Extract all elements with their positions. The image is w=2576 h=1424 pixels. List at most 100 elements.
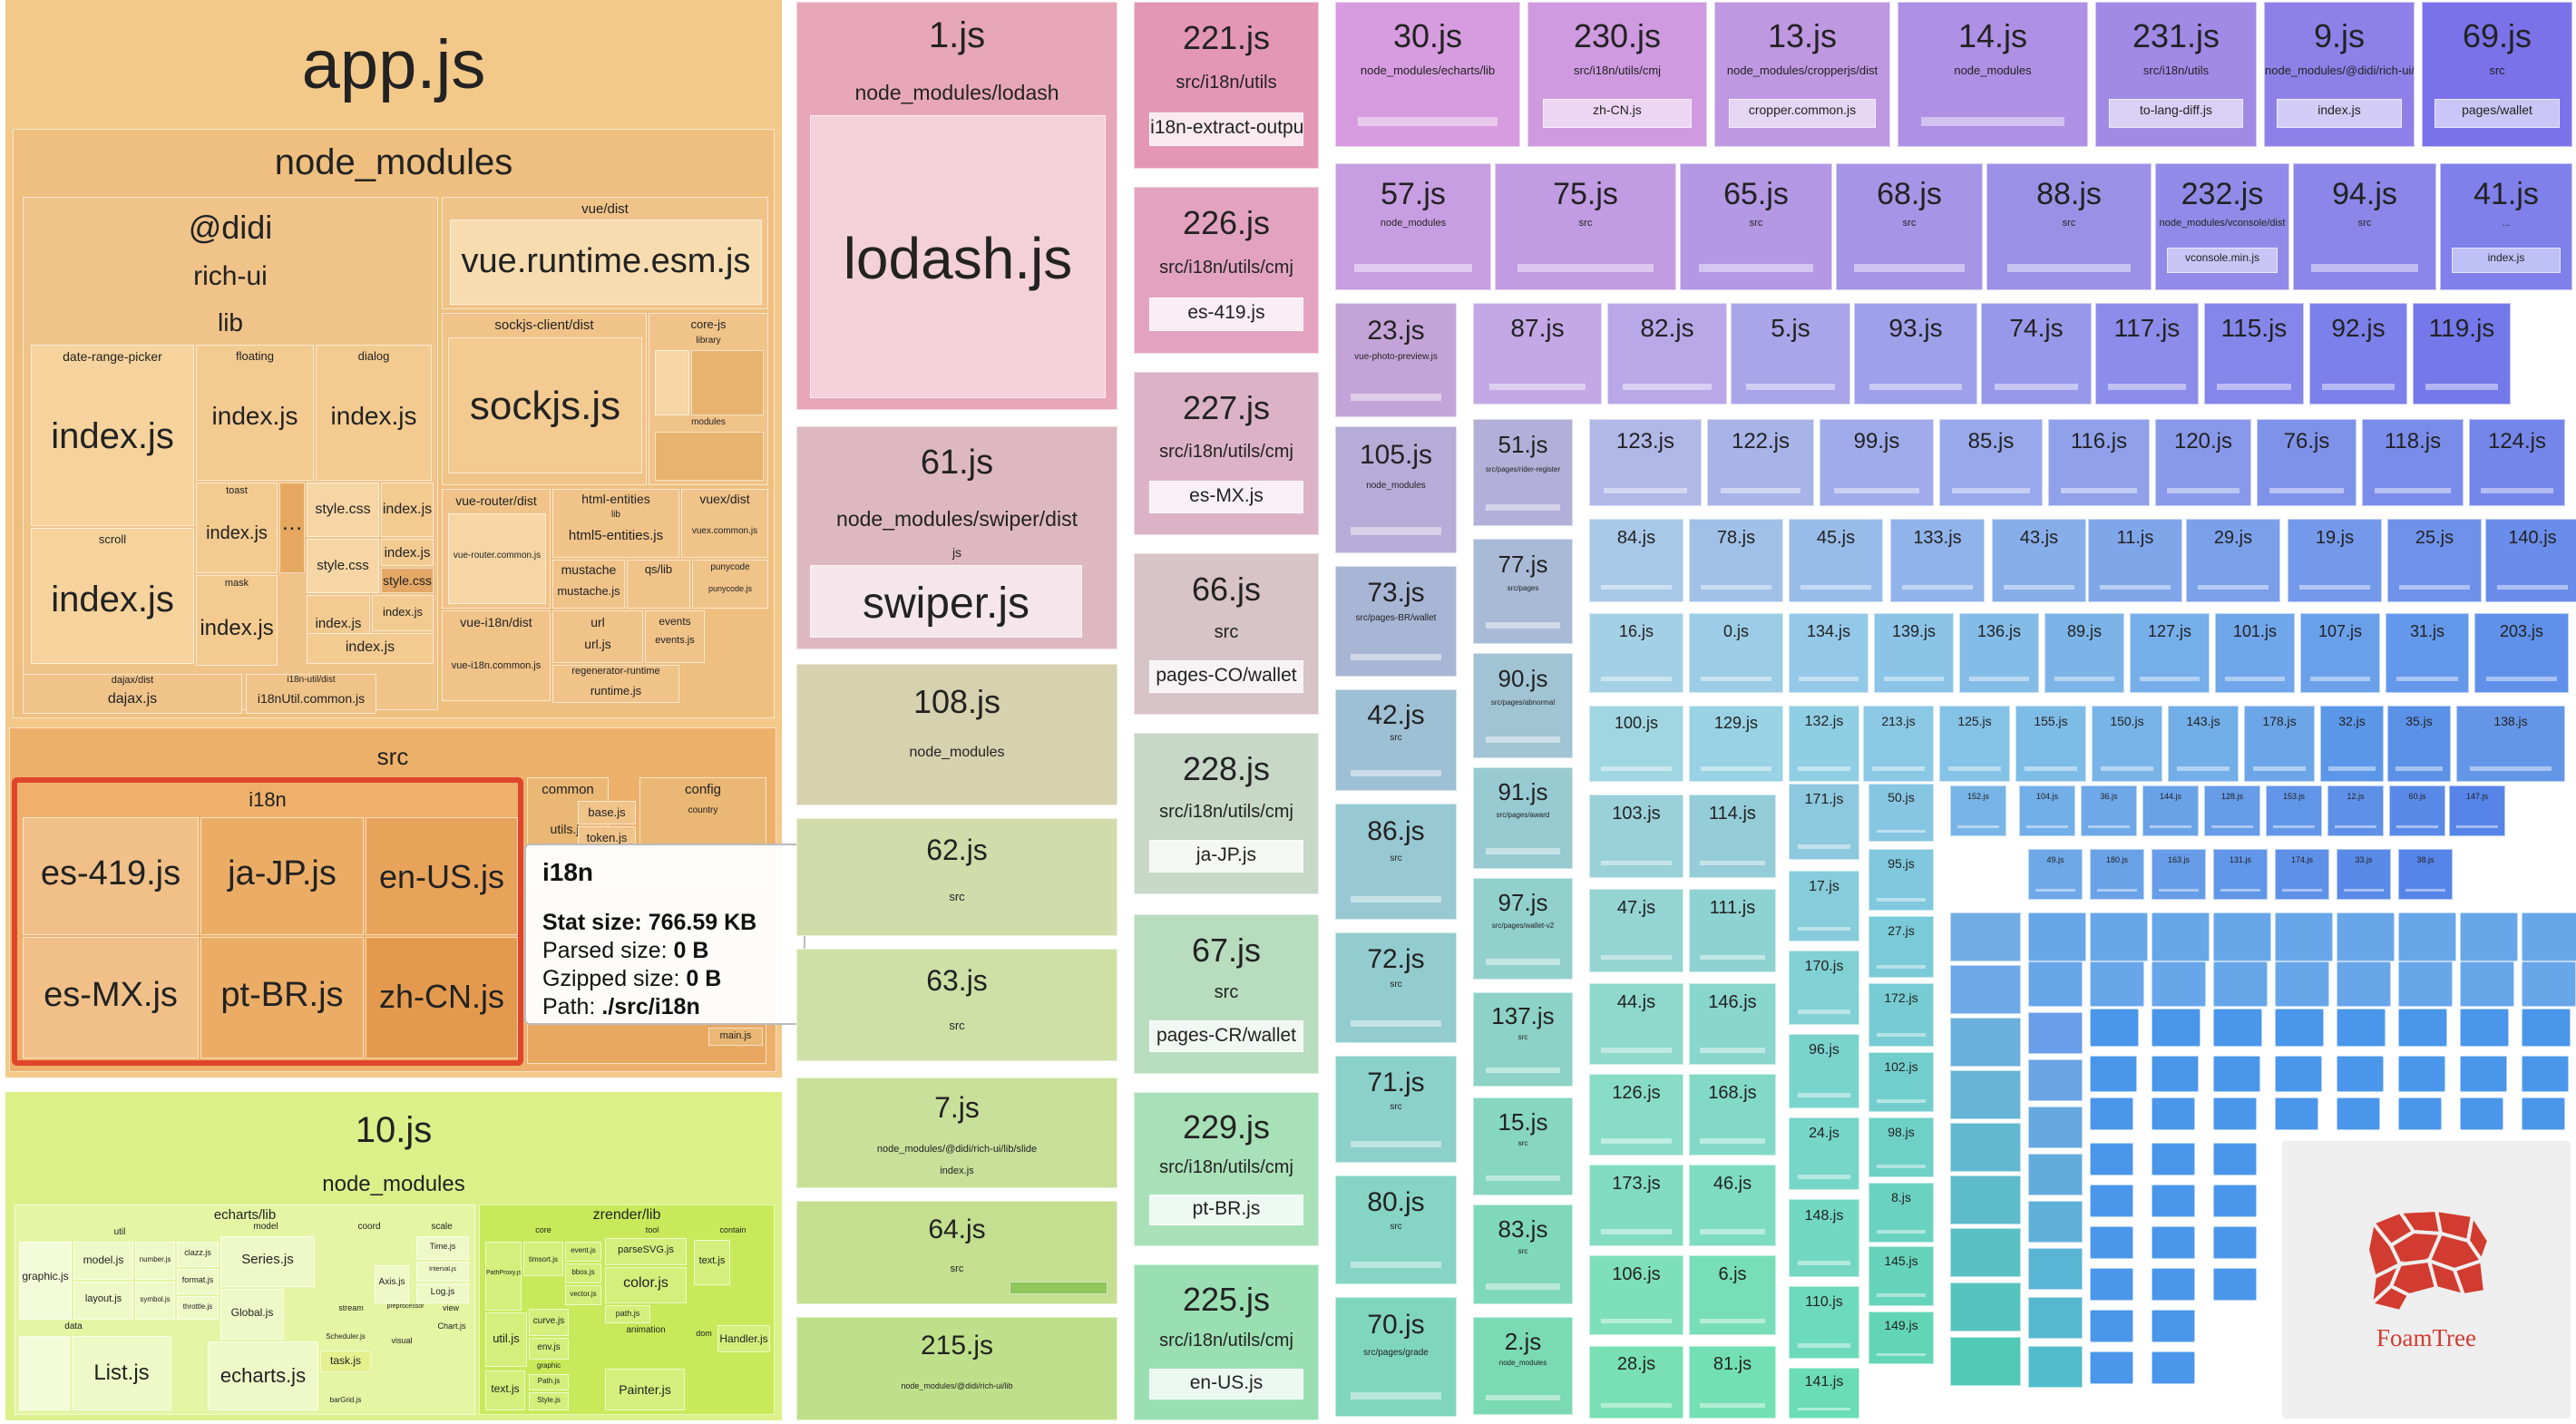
qs-group[interactable]: qs/lib <box>627 560 690 609</box>
chunk-50[interactable]: 50.js <box>1869 784 1934 842</box>
tiny-chunk[interactable] <box>2152 1185 2195 1217</box>
core-js-lib2[interactable] <box>691 350 764 415</box>
chunk-129[interactable]: 129.js <box>1689 706 1783 782</box>
index-js-6[interactable]: index.js <box>200 616 274 640</box>
chunk-61[interactable]: 61.js node_modules/swiper/dist js swiper… <box>796 426 1117 649</box>
tiny-chunk[interactable] <box>2152 912 2210 961</box>
number-js[interactable]: number.js <box>135 1242 175 1280</box>
vue-router-file[interactable]: vue-router.common.js <box>448 513 546 604</box>
tiny-chunk[interactable] <box>2090 1226 2133 1259</box>
chunk-10-group[interactable]: 10.js node_modules echarts/lib graphic.j… <box>5 1092 782 1420</box>
tiny-chunk[interactable] <box>2152 1009 2200 1047</box>
tiny-chunk[interactable] <box>2398 1009 2447 1047</box>
index-js-8-box[interactable]: index.js <box>381 539 434 566</box>
chunk-127[interactable]: 127.js <box>2130 613 2210 693</box>
tiny-chunk[interactable] <box>2275 912 2333 961</box>
tiny-chunk[interactable] <box>2398 912 2456 961</box>
chunk-72[interactable]: 72.js src <box>1335 932 1457 1043</box>
tiny-chunk[interactable] <box>2460 912 2518 961</box>
chunk-13-file[interactable]: cropper.common.js <box>1729 99 1876 128</box>
chunk-66[interactable]: 66.js src pages-CO/wallet <box>1134 553 1319 715</box>
chunk-171[interactable]: 171.js <box>1789 784 1859 860</box>
chunk-81[interactable]: 81.js <box>1689 1346 1776 1419</box>
chunk-15[interactable]: 15.js src <box>1473 1097 1573 1195</box>
chunk-147[interactable]: 147.js <box>2449 785 2505 836</box>
chunk-11[interactable]: 11.js <box>2088 519 2182 602</box>
chunk-41[interactable]: 41.js... index.js <box>2440 163 2572 290</box>
chunk-103[interactable]: 103.js <box>1589 795 1683 878</box>
style-css-1[interactable]: style.css <box>307 483 379 537</box>
tiny-chunk[interactable] <box>2398 1056 2445 1092</box>
tiny-chunk[interactable] <box>2090 1097 2133 1130</box>
style-css-2[interactable]: style.css <box>307 539 379 593</box>
dialog-group[interactable]: dialog index.js <box>316 345 432 481</box>
chunk-102[interactable]: 102.js <box>1869 1052 1934 1112</box>
tiny-chunk[interactable] <box>2090 1143 2133 1175</box>
index-js-5[interactable]: index.js <box>206 523 268 543</box>
chunk-96[interactable]: 96.js <box>1789 1034 1859 1108</box>
tiny-chunk[interactable] <box>2213 912 2271 961</box>
axis-js[interactable]: Axis.js <box>375 1265 409 1303</box>
url-js-label[interactable]: url.js <box>584 637 611 651</box>
tiny-chunk[interactable] <box>2275 1056 2322 1092</box>
chunk-97[interactable]: 97.js src/pages/wallet-v2 <box>1473 878 1573 980</box>
style-css-3[interactable]: style.css <box>381 568 434 593</box>
chunk-57[interactable]: 57.js node_modules <box>1335 163 1491 290</box>
chunk-134[interactable]: 134.js <box>1789 613 1869 693</box>
tiny-chunk[interactable] <box>2028 1107 2083 1148</box>
core-js-modules[interactable] <box>655 432 764 481</box>
tiny-chunk[interactable] <box>2213 1226 2257 1259</box>
chunk-86[interactable]: 86.js src <box>1335 804 1457 920</box>
index-js-10-box[interactable]: index.js <box>372 595 434 631</box>
chunk-85[interactable]: 85.js <box>1939 419 2043 506</box>
tiny-chunk[interactable] <box>1950 1228 2021 1277</box>
chunk-25[interactable]: 25.js <box>2387 519 2482 602</box>
swiper-file[interactable]: swiper.js <box>810 565 1082 638</box>
chunk-60[interactable]: 60.js <box>2389 785 2445 836</box>
chunk-172[interactable]: 172.js <box>1869 983 1934 1047</box>
task-js[interactable]: task.js <box>320 1351 371 1372</box>
chunk-131[interactable]: 131.js <box>2213 849 2268 900</box>
chunk-168[interactable]: 168.js <box>1689 1074 1776 1156</box>
echarts-js[interactable]: echarts.js <box>208 1341 318 1410</box>
chunk-225[interactable]: 225.js src/i18n/utils/cmj en-US.js <box>1134 1264 1319 1420</box>
chunk-32[interactable]: 32.js <box>2320 706 2384 782</box>
global-js[interactable]: Global.js <box>220 1289 284 1340</box>
tiny-chunk[interactable] <box>2337 1097 2380 1130</box>
tiny-chunk[interactable] <box>2460 1009 2509 1047</box>
tiny-chunk[interactable] <box>2522 912 2576 961</box>
chunk-5[interactable]: 5.js <box>1731 303 1850 405</box>
chunk-38[interactable]: 38.js <box>2398 849 2453 900</box>
tiny-chunk[interactable] <box>2028 1248 2083 1290</box>
chunk-82[interactable]: 82.js <box>1607 303 1727 405</box>
toast-group[interactable]: toast index.js <box>196 483 278 573</box>
scroll-group[interactable]: scroll index.js <box>31 528 194 664</box>
tiny-chunk[interactable] <box>2028 1012 2083 1054</box>
data-misc[interactable] <box>19 1336 70 1410</box>
chunk-69-file[interactable]: pages/wallet <box>2435 99 2560 128</box>
config-group[interactable]: config country <box>639 777 766 850</box>
chunk-173[interactable]: 173.js <box>1589 1165 1683 1246</box>
sockjs-file[interactable]: sockjs.js <box>448 337 642 473</box>
chunk-88[interactable]: 88.js src <box>1986 163 2152 290</box>
index-js-7-box[interactable]: index.js <box>381 483 434 537</box>
chunk-19[interactable]: 19.js <box>2288 519 2382 602</box>
chunk-7[interactable]: 7.js node_modules/@didi/rich-ui/lib/slid… <box>796 1078 1117 1188</box>
tiny-chunk[interactable] <box>2028 1297 2083 1339</box>
chunk-231-file[interactable]: to-lang-diff.js <box>2109 99 2243 128</box>
app-js-group[interactable]: app.js node_modules @didi rich-ui lib da… <box>5 0 782 1078</box>
chunk-106[interactable]: 106.js <box>1589 1255 1683 1335</box>
chunk-9-file[interactable]: index.js <box>2277 99 2402 128</box>
chunk-117[interactable]: 117.js <box>2095 303 2199 405</box>
chunk-92[interactable]: 92.js <box>2309 303 2407 405</box>
es-mx-file[interactable]: es-MX.js <box>23 937 199 1058</box>
chunk-77[interactable]: 77.js src/pages <box>1473 539 1573 644</box>
chunk-23[interactable]: 23.js vue-photo-preview.js <box>1335 303 1457 417</box>
pt-br-file[interactable]: pt-BR.js <box>200 937 364 1058</box>
chunk-87[interactable]: 87.js <box>1473 303 1602 405</box>
chunk-31[interactable]: 31.js <box>2386 613 2469 693</box>
chunk-122[interactable]: 122.js <box>1707 419 1814 506</box>
tiny-chunk[interactable] <box>1950 1070 2021 1119</box>
tiny-chunk[interactable] <box>2213 1056 2260 1092</box>
chunk-155[interactable]: 155.js <box>2015 706 2086 782</box>
